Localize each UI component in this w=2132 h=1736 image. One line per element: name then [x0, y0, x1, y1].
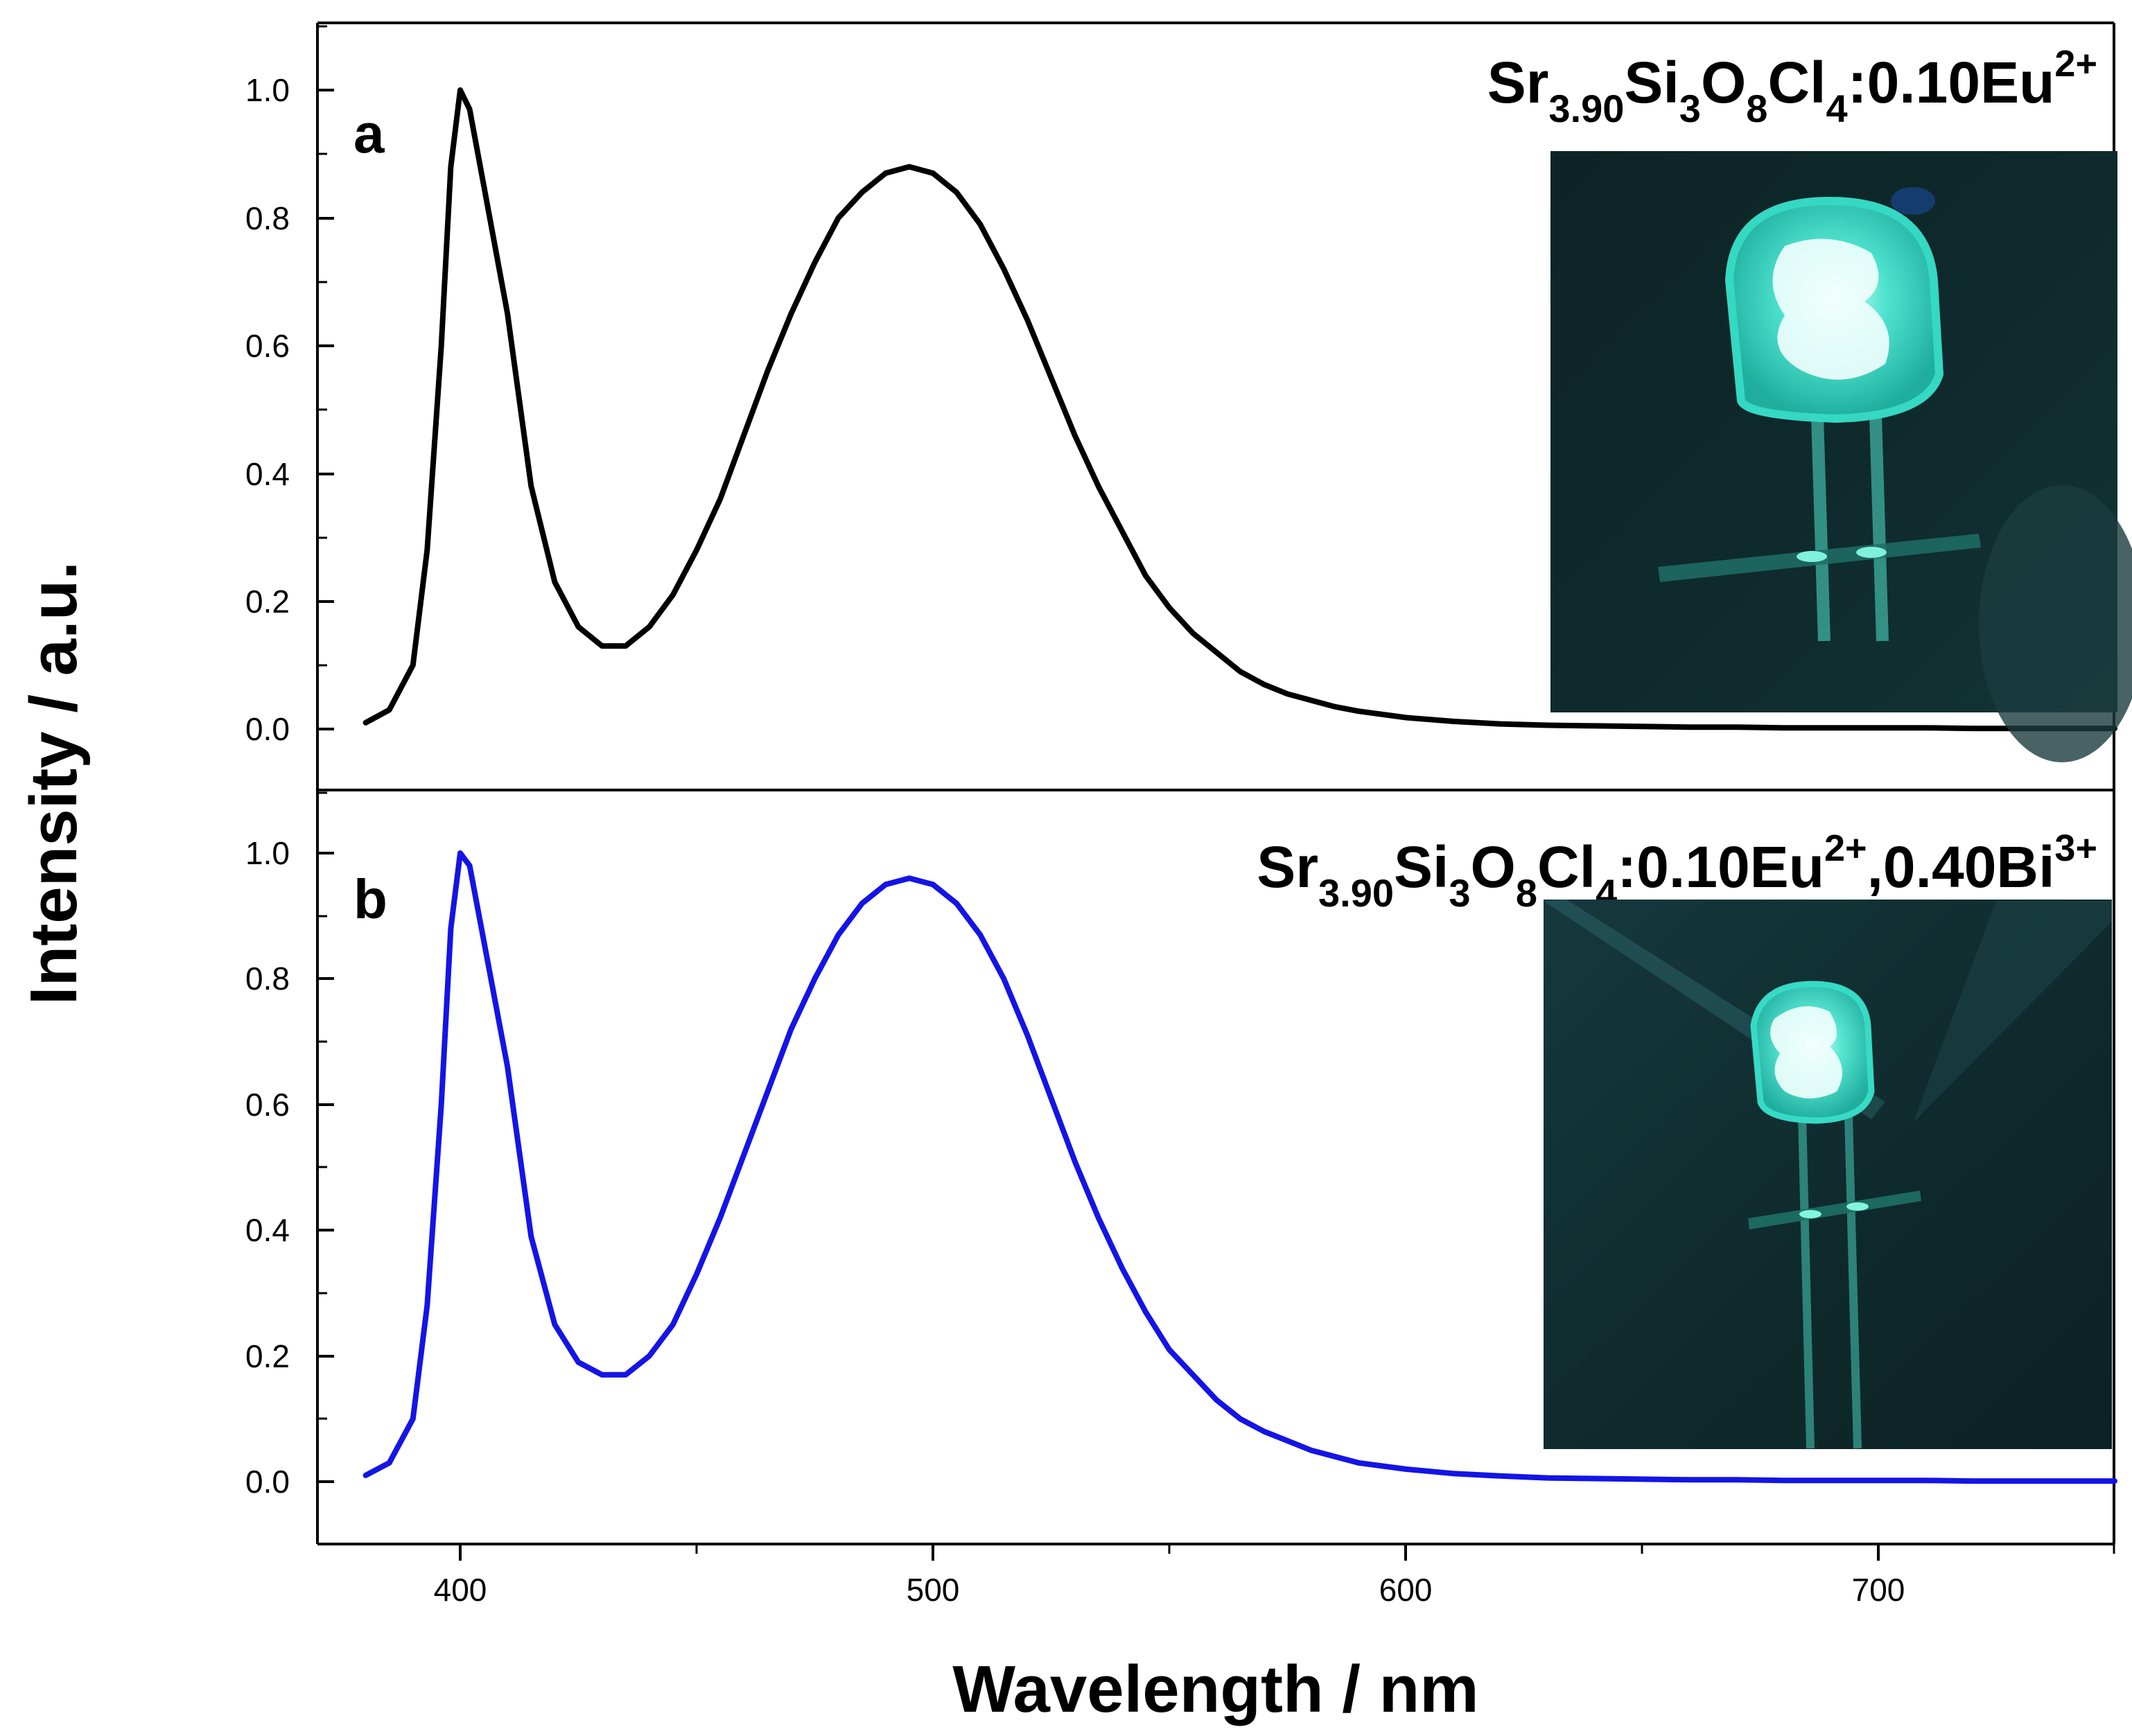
y-tick-label-b-2: 0.4 — [245, 1212, 290, 1248]
formula-si-sub-a: 3 — [1679, 87, 1701, 130]
y-tick-a-4: 0.8 — [245, 200, 334, 236]
formula-bi-b: ,0.40Bi — [1867, 834, 2055, 900]
y-tick-label-b-0: 0.0 — [245, 1464, 290, 1500]
x-axis-title: Wavelength / nm — [952, 1652, 1478, 1726]
formula-eu-sup-b: 2+ — [1824, 827, 1867, 869]
y-tick-label-a-0: 0.0 — [245, 711, 290, 747]
panel-b: 0.0 0.2 0.4 0.6 0.8 1.0 400 500 600 700 … — [245, 789, 2117, 1608]
x-tick-400: 400 — [434, 1544, 487, 1608]
chart-title-a: Sr3.90Si3O8Cl4:0.10Eu2+ — [1487, 43, 2097, 130]
y-tick-b-1: 0.2 — [245, 1338, 334, 1374]
led-photo-blue-reflection-a — [1891, 187, 1935, 215]
y-tick-a-3: 0.6 — [245, 328, 334, 364]
y-tick-label-b-1: 0.2 — [245, 1338, 290, 1374]
led-photo-inset-a — [1550, 151, 2132, 762]
y-tick-b-2: 0.4 — [245, 1212, 334, 1248]
led-photo-hand-shadow-a — [1979, 485, 2132, 762]
panel-label-b: b — [353, 868, 387, 930]
y-tick-a-5: 1.0 — [245, 72, 334, 108]
formula-si-sub-b: 3 — [1449, 871, 1470, 915]
led-photo-light-streak-b2 — [1913, 901, 2112, 1123]
emission-spectrum-a — [362, 87, 2117, 732]
formula-si-a: Si — [1624, 50, 1679, 115]
formula-bi-sup-b: 3+ — [2054, 827, 2097, 869]
x-minor-ticks — [695, 1544, 2115, 1554]
x-tick-label-400: 400 — [434, 1572, 487, 1608]
formula-sr-sub-a: 3.90 — [1548, 87, 1624, 130]
formula-cl-sub-a: 4 — [1826, 87, 1847, 130]
led-photo-inset-b — [1544, 900, 2112, 1449]
y-tick-label-a-1: 0.2 — [245, 584, 290, 620]
y-tick-a-2: 0.4 — [245, 456, 334, 492]
x-tick-label-600: 600 — [1379, 1572, 1433, 1608]
formula-sr-b: Sr — [1257, 834, 1318, 900]
y-minor-ticks-b — [317, 789, 327, 1545]
formula-si-b: Si — [1394, 834, 1449, 900]
x-tick-700: 700 — [1852, 1544, 1905, 1608]
y-tick-b-5: 1.0 — [245, 835, 334, 871]
y-tick-label-b-4: 0.8 — [245, 961, 290, 997]
formula-o-sub-b: 8 — [1516, 871, 1537, 915]
formula-eu-a: :0.10Eu — [1848, 50, 2055, 115]
y-tick-label-a-4: 0.8 — [245, 200, 290, 236]
y-tick-a-1: 0.2 — [245, 584, 334, 620]
y-tick-b-3: 0.6 — [245, 1087, 334, 1123]
y-tick-label-a-3: 0.6 — [245, 328, 290, 364]
chart-title-b: Sr3.90Si3O8Cl4:0.10Eu2+,0.40Bi3+ — [1257, 827, 2097, 915]
y-tick-a-0: 0.0 — [245, 711, 334, 747]
y-tick-label-b-3: 0.6 — [245, 1087, 290, 1123]
panel-a: 0.0 0.2 0.4 0.6 0.8 1.0 a Sr3.90Si3O8Cl4… — [245, 21, 2132, 794]
panel-label-a: a — [353, 103, 385, 164]
formula-sr-sub-b: 3.90 — [1318, 871, 1394, 915]
led-icon-a — [1658, 196, 1981, 642]
x-axis-ticks: 400 500 600 700 — [434, 1544, 2115, 1608]
formula-sr-a: Sr — [1487, 50, 1549, 115]
y-tick-label-a-2: 0.4 — [245, 456, 290, 492]
formula-cl-b: Cl — [1537, 834, 1596, 900]
x-tick-600: 600 — [1379, 1544, 1433, 1608]
y-axis-title: Intensity / a.u. — [17, 561, 91, 1005]
emission-spectrum-b — [362, 850, 2117, 1484]
x-tick-label-500: 500 — [907, 1572, 960, 1608]
formula-eu-sup-a: 2+ — [2054, 43, 2097, 85]
led-icon-b — [1748, 981, 1921, 1449]
formula-o-a: O — [1701, 50, 1746, 115]
y-tick-label-b-5: 1.0 — [245, 835, 290, 871]
x-tick-label-700: 700 — [1852, 1572, 1905, 1608]
y-tick-b-0: 0.0 — [245, 1464, 334, 1500]
y-minor-ticks-a — [317, 25, 327, 794]
x-tick-500: 500 — [907, 1544, 960, 1608]
y-axis-ticks-a: 0.0 0.2 0.4 0.6 0.8 1.0 — [245, 25, 334, 794]
formula-eu-b: :0.10Eu — [1617, 834, 1824, 900]
y-tick-b-4: 0.8 — [245, 961, 334, 997]
formula-o-sub-a: 8 — [1746, 87, 1767, 130]
formula-cl-a: Cl — [1767, 50, 1826, 115]
y-tick-label-a-5: 1.0 — [245, 72, 290, 108]
y-axis-ticks-b: 0.0 0.2 0.4 0.6 0.8 1.0 — [245, 789, 334, 1545]
formula-o-b: O — [1471, 834, 1516, 900]
